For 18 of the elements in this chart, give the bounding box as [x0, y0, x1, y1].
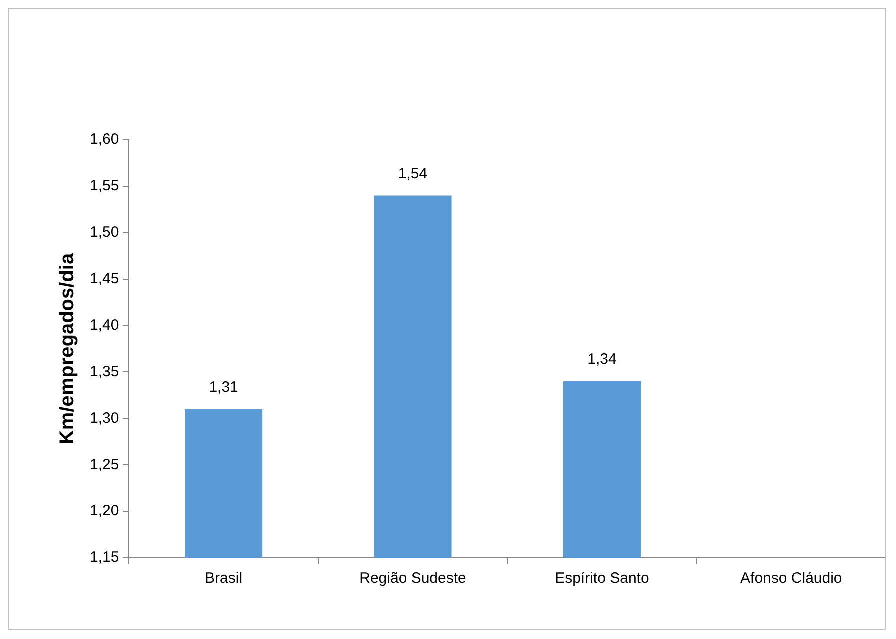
data-label: 1,31: [209, 379, 238, 396]
y-tick-label: 1,30: [90, 410, 120, 427]
y-tick-label: 1,55: [90, 178, 120, 195]
y-tick-label: 1,60: [90, 131, 120, 148]
y-tick-label: 1,45: [90, 270, 120, 288]
x-tick-label: Região Sudeste: [360, 570, 466, 588]
y-axis-title: Km/empregados/dia: [56, 252, 79, 445]
y-tick-label: 1,15: [90, 549, 120, 566]
y-tick-label: 1,35: [90, 363, 120, 380]
y-tick-label: 1,25: [90, 456, 120, 474]
y-tick-label: 1,50: [90, 224, 120, 242]
x-tick-label: Afonso Cláudio: [740, 570, 842, 588]
data-label: 1,34: [588, 351, 617, 368]
data-label: 1,54: [398, 165, 428, 182]
x-tick-label: Brasil: [205, 570, 243, 588]
x-tick-label: Espírito Santo: [555, 570, 650, 588]
y-tick-label: 1,20: [90, 502, 120, 520]
y-tick-label: 1,40: [90, 316, 120, 334]
